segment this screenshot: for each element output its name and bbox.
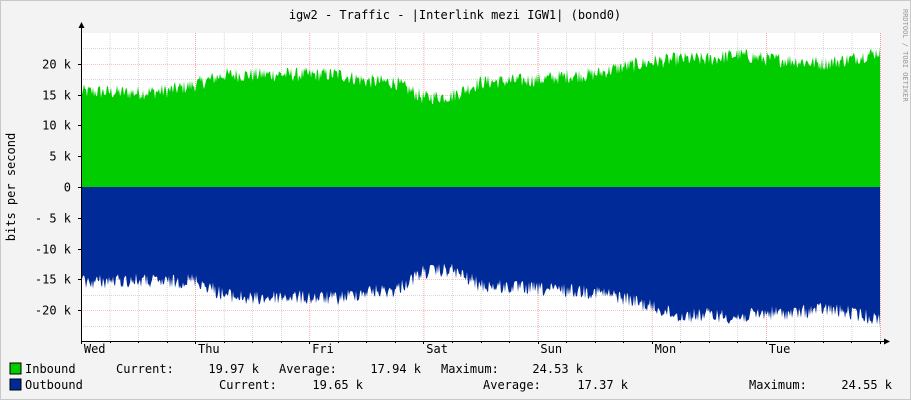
series-area-inbound bbox=[81, 47, 880, 187]
legend-outbound-current-label: Current: bbox=[219, 378, 277, 392]
legend-inbound-average: 17.94 k bbox=[370, 362, 421, 376]
x-tick-label: Thu bbox=[198, 342, 220, 356]
x-tick-labels: Wed Thu Fri Sat Sun Mon Tue bbox=[84, 342, 791, 356]
y-tick-label: -20 k bbox=[35, 304, 72, 318]
watermark: RRDTOOL / TOBI OETIKER bbox=[901, 9, 909, 103]
y-tick-labels: 20 k 15 k 10 k 5 k 0 - 5 k -10 k -15 k -20 k bbox=[35, 58, 72, 318]
y-tick-label: 10 k bbox=[42, 119, 72, 133]
legend-inbound-current: 19.97 k bbox=[208, 362, 259, 376]
y-axis-arrow bbox=[78, 22, 85, 28]
series-area-outbound bbox=[81, 187, 880, 327]
legend-outbound-current: 19.65 k bbox=[312, 378, 363, 392]
legend-outbound-average-label: Average: bbox=[483, 378, 541, 392]
x-tick-label: Wed bbox=[84, 342, 106, 356]
y-axis-label: bits per second bbox=[4, 133, 18, 241]
legend-outbound-average: 17.37 k bbox=[577, 378, 628, 392]
legend-inbound-current-label: Current: bbox=[116, 362, 174, 376]
y-tick-label: -10 k bbox=[35, 243, 72, 257]
legend-inbound-name: Inbound bbox=[25, 362, 76, 376]
y-tick-label: - 5 k bbox=[35, 212, 72, 226]
y-tick-label: 0 bbox=[64, 181, 71, 195]
legend-inbound-maximum-label: Maximum: bbox=[441, 362, 499, 376]
x-tick-label: Tue bbox=[769, 342, 791, 356]
y-tick-label: 5 k bbox=[49, 150, 71, 164]
y-tick-label: -15 k bbox=[35, 273, 72, 287]
y-tick-label: 15 k bbox=[42, 89, 72, 103]
x-axis-arrow bbox=[884, 338, 890, 345]
legend: Inbound Current: 19.97 k Average: 17.94 … bbox=[9, 362, 893, 392]
legend-inbound-average-label: Average: bbox=[279, 362, 337, 376]
x-tick-label: Sun bbox=[540, 342, 562, 356]
legend-outbound-maximum-label: Maximum: bbox=[749, 378, 807, 392]
chart-title: igw2 - Traffic - |Interlink mezi IGW1| (… bbox=[289, 8, 621, 22]
x-tick-label: Mon bbox=[655, 342, 677, 356]
legend-swatch-inbound bbox=[9, 362, 22, 375]
y-tick-label: 20 k bbox=[42, 58, 72, 72]
legend-swatch-outbound bbox=[9, 378, 22, 391]
x-tick-label: Sat bbox=[426, 342, 448, 356]
axes bbox=[78, 22, 890, 345]
legend-outbound-maximum: 24.55 k bbox=[841, 378, 892, 392]
legend-inbound-maximum: 24.53 k bbox=[532, 362, 583, 376]
x-tick-label: Fri bbox=[312, 342, 334, 356]
legend-outbound-name: Outbound bbox=[25, 378, 83, 392]
data-areas bbox=[81, 47, 880, 327]
